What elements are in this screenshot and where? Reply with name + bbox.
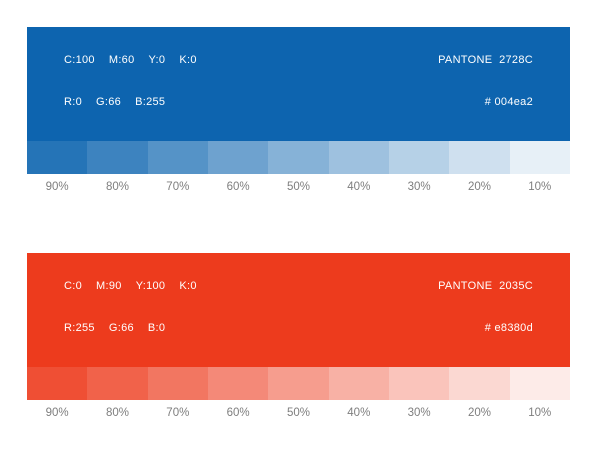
tint-percent-label: 20% — [467, 407, 491, 419]
tint-swatch-40 — [328, 367, 389, 400]
tint-labels-blue: 90% 80% 70% 60% 50% 40% 30% 20% 10% — [27, 181, 570, 193]
rgb-r-value: R:0 — [64, 96, 83, 108]
pantone-name: PANTONE 2728C — [438, 54, 533, 66]
tint-labels-red: 90% 80% 70% 60% 50% 40% 30% 20% 10% — [27, 407, 570, 419]
tint-percent-label: 90% — [45, 407, 69, 419]
tint-swatch-80 — [87, 367, 148, 400]
cmyk-values: C:0 M:90 Y:100 K:0 — [64, 280, 197, 292]
pantone-name: PANTONE 2035C — [438, 280, 533, 292]
tint-swatch-90 — [27, 141, 88, 174]
tint-percent-label: 50% — [286, 181, 310, 193]
tint-bar-blue — [27, 141, 570, 174]
rgb-hex-row: R:255 G:66 B:0 # e8380d — [27, 292, 570, 334]
tint-percent-label: 80% — [105, 181, 129, 193]
palette-card-red: C:0 M:90 Y:100 K:0 PANTONE 2035C R:255 G… — [27, 253, 570, 419]
tint-percent-label: 10% — [528, 181, 552, 193]
color-swatch-blue: C:100 M:60 Y:0 K:0 PANTONE 2728C R:0 G:6… — [27, 27, 570, 141]
tint-swatch-30 — [388, 367, 450, 400]
tint-swatch-10 — [509, 367, 570, 400]
tint-percent-label: 10% — [528, 407, 552, 419]
rgb-b-value: B:0 — [147, 322, 166, 334]
tint-percent-label: 90% — [45, 181, 69, 193]
tint-percent-label: 60% — [226, 181, 250, 193]
tint-percent-label: 80% — [105, 407, 129, 419]
tint-swatch-20 — [449, 367, 510, 400]
tint-percent-label: 30% — [407, 181, 431, 193]
tint-percent-label: 60% — [226, 407, 250, 419]
rgb-g-value: G:66 — [96, 96, 122, 108]
tint-swatch-10 — [509, 141, 570, 174]
cmyk-pantone-row: C:100 M:60 Y:0 K:0 PANTONE 2728C — [27, 27, 570, 66]
tint-swatch-60 — [207, 367, 269, 400]
tint-swatch-40 — [328, 141, 389, 174]
cmyk-c-value: C:100 — [64, 54, 95, 66]
tint-swatch-60 — [207, 141, 269, 174]
rgb-values: R:255 G:66 B:0 — [64, 322, 165, 334]
cmyk-values: C:100 M:60 Y:0 K:0 — [64, 54, 197, 66]
cmyk-c-value: C:0 — [64, 280, 83, 292]
cmyk-pantone-row: C:0 M:90 Y:100 K:0 PANTONE 2035C — [27, 253, 570, 292]
tint-swatch-70 — [147, 367, 208, 400]
rgb-values: R:0 G:66 B:255 — [64, 96, 165, 108]
tint-percent-label: 40% — [347, 181, 371, 193]
tint-swatch-30 — [388, 141, 450, 174]
tint-swatch-20 — [449, 141, 510, 174]
tint-bar-red — [27, 367, 570, 400]
hex-value: # e8380d — [484, 322, 533, 334]
tint-percent-label: 70% — [166, 181, 190, 193]
tint-swatch-50 — [268, 367, 329, 400]
tint-swatch-50 — [268, 141, 329, 174]
cmyk-m-value: M:60 — [108, 54, 135, 66]
cmyk-k-value: K:0 — [179, 54, 197, 66]
cmyk-m-value: M:90 — [96, 280, 122, 292]
tint-swatch-80 — [87, 141, 148, 174]
rgb-g-value: G:66 — [108, 322, 134, 334]
palette-card-blue: C:100 M:60 Y:0 K:0 PANTONE 2728C R:0 G:6… — [27, 27, 570, 193]
cmyk-y-value: Y:100 — [135, 280, 166, 292]
tint-percent-label: 30% — [407, 407, 431, 419]
tint-swatch-90 — [27, 367, 88, 400]
cmyk-k-value: K:0 — [179, 280, 197, 292]
tint-percent-label: 50% — [286, 407, 310, 419]
color-swatch-red: C:0 M:90 Y:100 K:0 PANTONE 2035C R:255 G… — [27, 253, 570, 367]
rgb-r-value: R:255 — [64, 322, 95, 334]
tint-percent-label: 70% — [166, 407, 190, 419]
cmyk-y-value: Y:0 — [148, 54, 166, 66]
tint-swatch-70 — [147, 141, 208, 174]
hex-value: # 004ea2 — [484, 96, 533, 108]
rgb-hex-row: R:0 G:66 B:255 # 004ea2 — [27, 66, 570, 108]
tint-percent-label: 20% — [467, 181, 491, 193]
tint-percent-label: 40% — [347, 407, 371, 419]
rgb-b-value: B:255 — [135, 96, 166, 108]
